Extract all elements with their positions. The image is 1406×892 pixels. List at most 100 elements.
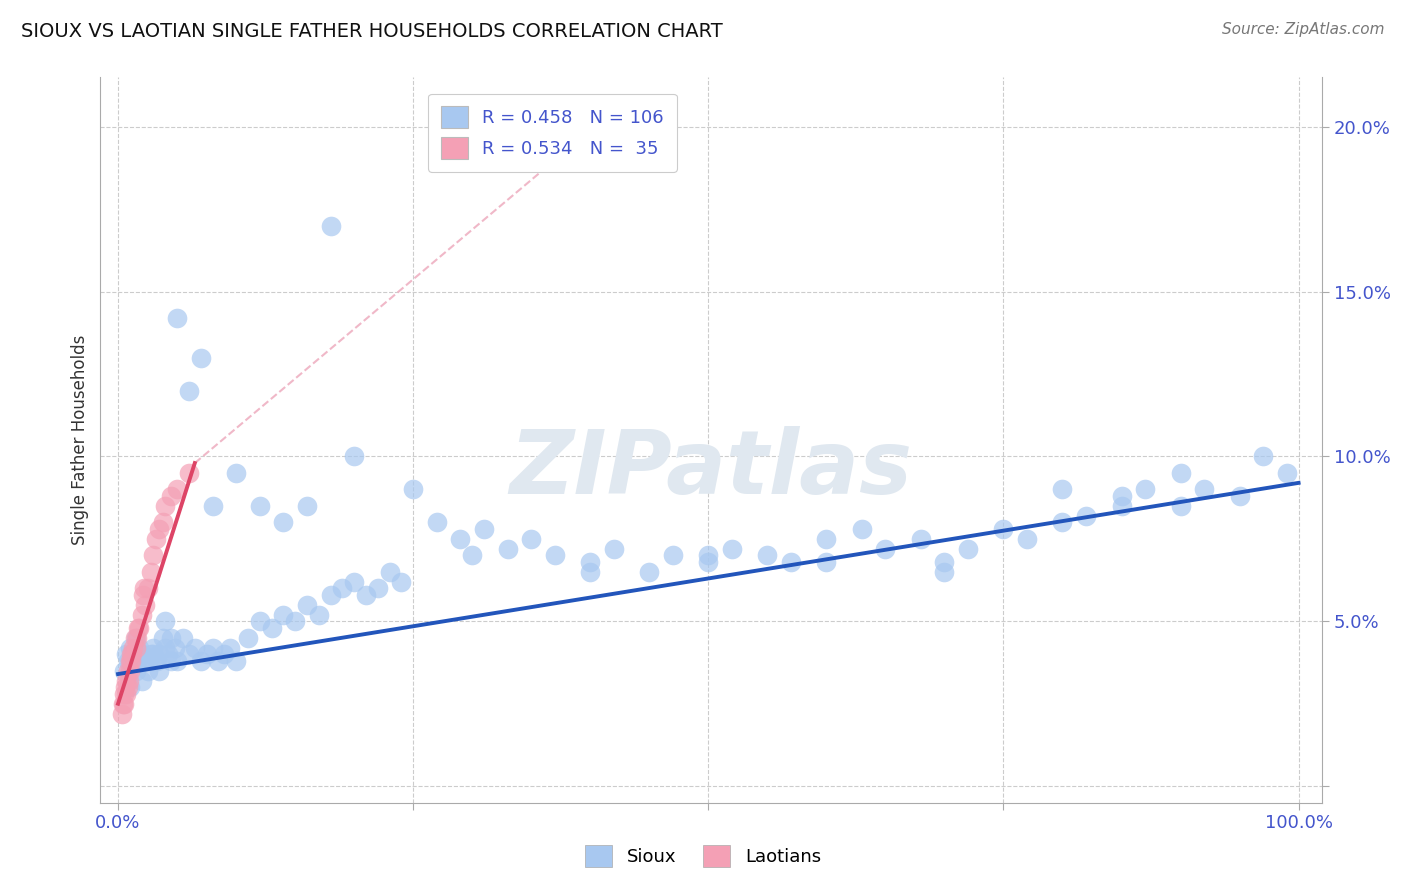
Point — [152, 631, 174, 645]
Point — [260, 621, 283, 635]
Point — [166, 311, 188, 326]
Point — [160, 654, 183, 668]
Point — [131, 673, 153, 688]
Point — [146, 654, 169, 668]
Point — [122, 654, 145, 668]
Point — [136, 664, 159, 678]
Point — [367, 582, 389, 596]
Point — [160, 631, 183, 645]
Point — [201, 640, 224, 655]
Point — [110, 706, 132, 721]
Point — [118, 640, 141, 655]
Point — [172, 631, 194, 645]
Point — [249, 615, 271, 629]
Point — [815, 532, 838, 546]
Point — [156, 647, 179, 661]
Point — [284, 615, 307, 629]
Point — [1111, 499, 1133, 513]
Point — [148, 647, 170, 661]
Point — [177, 384, 200, 398]
Point — [131, 647, 153, 661]
Point — [201, 499, 224, 513]
Point — [115, 687, 138, 701]
Point — [195, 647, 218, 661]
Point — [721, 541, 744, 556]
Point — [115, 673, 138, 688]
Point — [697, 555, 720, 569]
Point — [319, 588, 342, 602]
Point — [148, 664, 170, 678]
Point — [579, 565, 602, 579]
Point — [1111, 489, 1133, 503]
Point — [114, 680, 136, 694]
Point — [1229, 489, 1251, 503]
Point — [207, 654, 229, 668]
Point — [1251, 450, 1274, 464]
Point — [520, 532, 543, 546]
Point — [343, 450, 366, 464]
Point — [875, 541, 897, 556]
Point — [1170, 466, 1192, 480]
Point — [1192, 483, 1215, 497]
Point — [295, 598, 318, 612]
Point — [496, 541, 519, 556]
Point — [544, 549, 567, 563]
Point — [155, 615, 177, 629]
Point — [225, 654, 247, 668]
Point — [308, 607, 330, 622]
Point — [461, 549, 484, 563]
Point — [190, 654, 212, 668]
Point — [756, 549, 779, 563]
Point — [117, 654, 139, 668]
Point — [120, 647, 142, 661]
Point — [112, 664, 135, 678]
Point — [177, 466, 200, 480]
Point — [1133, 483, 1156, 497]
Point — [1052, 516, 1074, 530]
Point — [125, 664, 148, 678]
Point — [249, 499, 271, 513]
Point — [160, 489, 183, 503]
Point — [120, 654, 142, 668]
Point — [579, 555, 602, 569]
Point — [118, 664, 141, 678]
Point — [155, 640, 177, 655]
Point — [472, 522, 495, 536]
Point — [330, 582, 353, 596]
Point — [662, 549, 685, 563]
Point — [603, 541, 626, 556]
Point — [121, 647, 143, 661]
Point — [1015, 532, 1038, 546]
Point — [815, 555, 838, 569]
Text: ZIPatlas: ZIPatlas — [510, 425, 912, 513]
Text: SIOUX VS LAOTIAN SINGLE FATHER HOUSEHOLDS CORRELATION CHART: SIOUX VS LAOTIAN SINGLE FATHER HOUSEHOLD… — [21, 22, 723, 41]
Point — [127, 621, 149, 635]
Y-axis label: Single Father Households: Single Father Households — [72, 334, 89, 545]
Point — [993, 522, 1015, 536]
Point — [273, 516, 295, 530]
Point — [343, 574, 366, 589]
Point — [145, 532, 167, 546]
Point — [697, 549, 720, 563]
Point — [112, 697, 135, 711]
Point — [177, 647, 200, 661]
Point — [111, 697, 134, 711]
Point — [1052, 483, 1074, 497]
Point — [125, 654, 148, 668]
Point — [142, 549, 165, 563]
Point — [125, 631, 148, 645]
Point — [136, 582, 159, 596]
Point — [851, 522, 873, 536]
Point — [134, 598, 156, 612]
Point — [1275, 466, 1298, 480]
Point — [148, 522, 170, 536]
Point — [112, 687, 135, 701]
Point — [910, 532, 932, 546]
Point — [117, 664, 139, 678]
Point — [117, 680, 139, 694]
Point — [214, 647, 236, 661]
Point — [319, 219, 342, 233]
Point — [184, 640, 207, 655]
Point — [236, 631, 259, 645]
Point — [125, 631, 148, 645]
